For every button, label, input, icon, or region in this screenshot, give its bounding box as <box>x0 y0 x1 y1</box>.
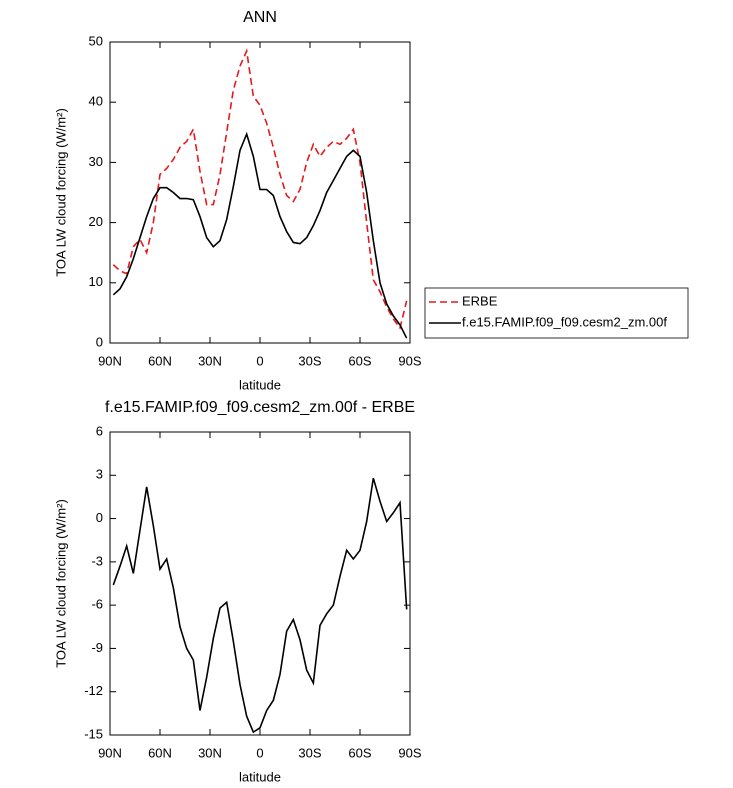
x-tick-label: 90S <box>398 353 421 368</box>
y-tick-label: -3 <box>91 553 103 568</box>
data-line <box>112 131 408 339</box>
y-tick-label: 3 <box>96 467 103 482</box>
plot-frame <box>109 431 411 736</box>
y-tick-label: 0 <box>96 334 103 349</box>
y-axis-label: TOA LW cloud forcing (W/m²) <box>53 108 68 277</box>
y-tick-label: 20 <box>89 214 103 229</box>
y-tick-label: 40 <box>89 94 103 109</box>
x-tick-label: 60N <box>148 745 172 760</box>
y-axis-label: TOA LW cloud forcing (W/m²) <box>53 499 68 668</box>
legend-label: ERBE <box>462 293 498 308</box>
x-tick-label: 30S <box>298 745 321 760</box>
x-tick-label: 90N <box>98 353 122 368</box>
legend: ERBE f.e15.FAMIP.f09_f09.cesm2_zm.00f <box>424 287 689 339</box>
y-tick-label: 50 <box>89 33 103 48</box>
x-tick-label: 90N <box>98 745 122 760</box>
x-tick-label: 60N <box>148 353 172 368</box>
legend-box <box>424 287 689 339</box>
y-tick-label: -9 <box>91 640 103 655</box>
y-tick-label: 6 <box>96 423 103 438</box>
plot-frame <box>109 41 411 344</box>
x-tick-label: 0 <box>256 745 263 760</box>
y-tick-label: -6 <box>91 597 103 612</box>
x-tick-label: 60S <box>348 353 371 368</box>
x-axis-label: latitude <box>239 377 281 392</box>
data-line <box>112 477 408 734</box>
y-tick-label: 10 <box>89 274 103 289</box>
x-tick-label: 0 <box>256 353 263 368</box>
y-tick-label: -15 <box>84 726 103 741</box>
chart-title: ANN <box>243 9 277 26</box>
y-tick-label: 0 <box>96 510 103 525</box>
x-tick-label: 60S <box>348 745 371 760</box>
x-axis-label: latitude <box>239 769 281 784</box>
y-tick-label: -12 <box>84 683 103 698</box>
x-tick-label: 30N <box>198 745 222 760</box>
x-tick-label: 30S <box>298 353 321 368</box>
x-tick-label: 30N <box>198 353 222 368</box>
legend-label: f.e15.FAMIP.f09_f09.cesm2_zm.00f <box>462 314 667 329</box>
chart-title: f.e15.FAMIP.f09_f09.cesm2_zm.00f - ERBE <box>105 399 415 416</box>
y-tick-label: 30 <box>89 154 103 169</box>
x-tick-label: 90S <box>398 745 421 760</box>
data-line <box>112 48 408 330</box>
